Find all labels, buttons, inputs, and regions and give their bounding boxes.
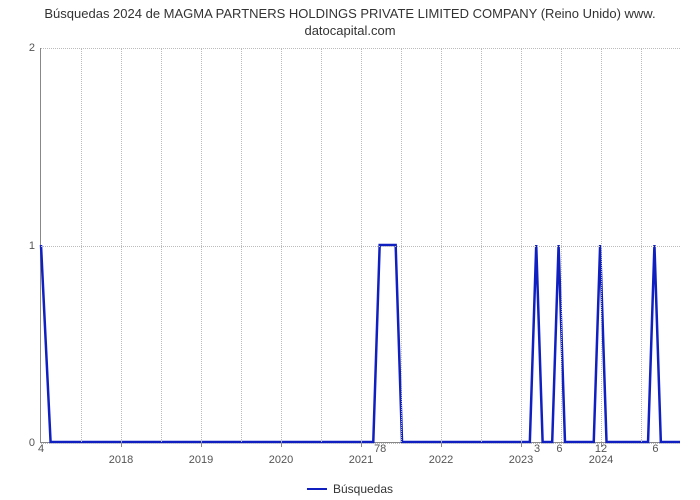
grid-line-v (361, 48, 362, 442)
grid-line-v (201, 48, 202, 442)
grid-line-v (441, 48, 442, 442)
point-value-label: 6 (652, 443, 658, 455)
grid-line-v (81, 48, 82, 442)
grid-line-v (601, 48, 602, 442)
x-year-label: 2022 (429, 454, 453, 466)
chart-title-line2: datocapital.com (0, 23, 700, 40)
legend-label: Búsquedas (333, 482, 393, 496)
grid-line-v (561, 48, 562, 442)
x-tick-mark (441, 442, 442, 447)
x-tick-mark (121, 442, 122, 447)
grid-line-v (481, 48, 482, 442)
x-year-label: 2021 (349, 454, 373, 466)
chart-title-line1: Búsquedas 2024 de MAGMA PARTNERS HOLDING… (0, 0, 700, 23)
x-tick-mark (521, 442, 522, 447)
y-tick-label: 1 (29, 240, 35, 252)
grid-line-v (241, 48, 242, 442)
grid-line-v (321, 48, 322, 442)
x-year-label: 2024 (589, 454, 613, 466)
grid-line-v (121, 48, 122, 442)
x-year-label: 2023 (509, 454, 533, 466)
legend-swatch (307, 488, 327, 490)
y-tick-label: 0 (29, 437, 35, 449)
x-year-label: 2018 (109, 454, 133, 466)
point-value-label: 12 (595, 443, 607, 455)
x-year-label: 2019 (189, 454, 213, 466)
x-year-label: 2020 (269, 454, 293, 466)
plot-area: 012201820192020202120222023202447836126 (40, 48, 680, 443)
legend: Búsquedas (307, 482, 393, 496)
x-tick-mark (201, 442, 202, 447)
grid-line-v (521, 48, 522, 442)
point-value-label: 4 (38, 443, 44, 455)
point-value-label: 3 (534, 443, 540, 455)
x-tick-mark (361, 442, 362, 447)
grid-line-v (401, 48, 402, 442)
grid-line-v (641, 48, 642, 442)
point-value-label: 6 (556, 443, 562, 455)
grid-line-v (281, 48, 282, 442)
chart-container: Búsquedas 2024 de MAGMA PARTNERS HOLDING… (0, 0, 700, 500)
x-tick-mark (281, 442, 282, 447)
point-value-label: 78 (374, 443, 386, 455)
y-tick-label: 2 (29, 42, 35, 54)
grid-line-v (161, 48, 162, 442)
